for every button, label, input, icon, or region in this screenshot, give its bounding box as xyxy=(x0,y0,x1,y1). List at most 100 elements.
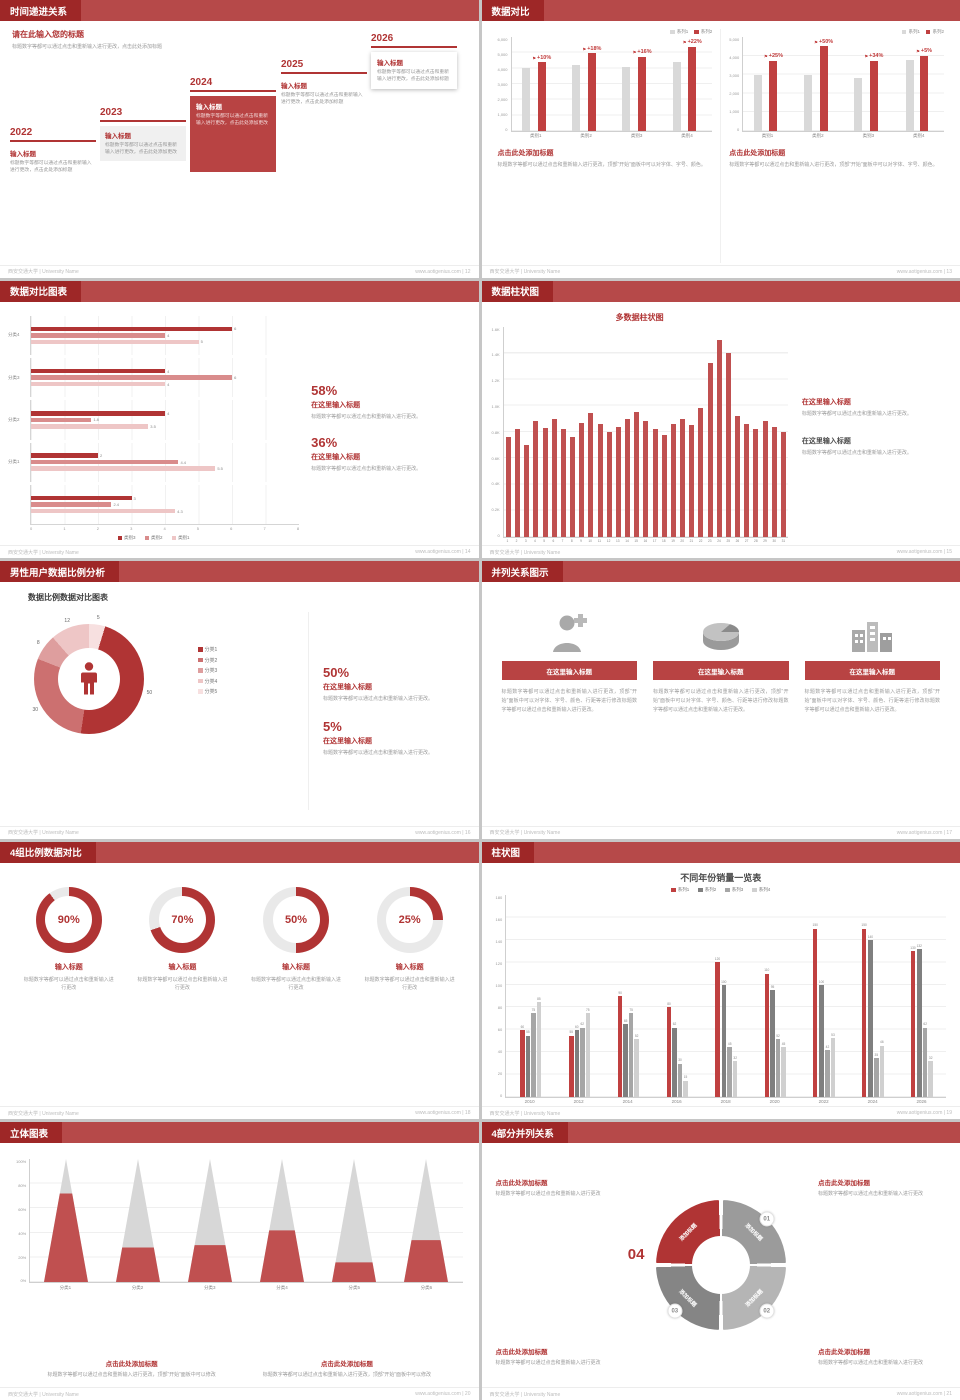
bar-wrap xyxy=(505,327,511,538)
bar-row: 4 xyxy=(31,333,299,338)
slide-13[interactable]: 数据对比 系列1 系列2 6,000 5,000 4,000 3,000 2,000 1,… xyxy=(481,0,960,278)
slide-title: 4部分并列关系 xyxy=(481,1122,568,1144)
pie-3d-icon xyxy=(702,623,739,651)
value-label: 3 xyxy=(133,495,136,501)
bar-group: 90 65 75 52 xyxy=(604,895,653,1098)
footer-university: 西安交通大学 | University Name xyxy=(8,269,79,276)
stat-block: 36% 在这里输入标题 标题数字等都可以通过点击和重新输入进行更改。 xyxy=(311,435,468,473)
bar-wrap: 120 xyxy=(715,895,720,1098)
bar-wrap: 55 xyxy=(525,895,531,1098)
bar xyxy=(531,1012,536,1098)
stat-label: 在这里输入标题 xyxy=(311,454,361,462)
slide-15[interactable]: 数据柱状图 多数据柱状图 1.6K 1.4K 1.2K 1.0K 0.8K 0.6K 0.4… xyxy=(481,280,960,559)
slide-12[interactable]: 时间递进关系 请在此输入您的标题 标题数字等都可以通过点击和重新输入进行更改，点… xyxy=(0,0,479,278)
bar-stack: 2 4.4 5.5 xyxy=(30,442,300,482)
swatch xyxy=(117,535,123,541)
axis-tick: 3 xyxy=(130,526,133,532)
bar xyxy=(579,422,585,538)
stat-value: 5% xyxy=(323,718,342,734)
timeline-year: 2025 xyxy=(281,59,304,70)
legend-item: 系列2 xyxy=(925,29,944,35)
value-label: 150 xyxy=(812,923,818,928)
parallel-column: 在这里输入标题 标题数字等都可以通过点击和重新输入进行更改，顶部“开始”面板中可… xyxy=(653,606,789,818)
stat-label: 在这里输入标题 xyxy=(801,399,851,407)
value-label: 5.5 xyxy=(217,466,223,472)
slide-16[interactable]: 男性用户数据比例分析 数据比例数据对比图表 5 50 30 8 12 分类1 分类2 分类3… xyxy=(0,561,479,839)
flag-icon: ⚑ xyxy=(582,46,587,52)
ring-value: 70% xyxy=(158,896,206,944)
axis-tick: 0 xyxy=(737,127,740,132)
bar-row: 1.8 xyxy=(31,417,299,422)
timeline-divider xyxy=(100,120,186,122)
bar xyxy=(525,1035,531,1098)
slide-21[interactable]: 4部分并列关系 添加标题 添加标题 添加标题 添加标题 01 02 03 04 点击此处添加标… xyxy=(481,1122,960,1400)
ring-text: 标题数字等都可以通过点击和重新输入进行更改 xyxy=(23,976,114,992)
bar-wrap xyxy=(625,327,631,538)
value-label: 2.4 xyxy=(113,502,119,507)
value-label: 6 xyxy=(234,326,237,332)
value-label: 60 xyxy=(520,1024,525,1029)
bar xyxy=(514,429,520,538)
timeline-item-text: 标题数字等都可以通过点击和重新输入进行更改，点击此处添加标题 xyxy=(377,70,449,83)
axis-tick: 2 xyxy=(96,526,99,532)
stat-value: 50% xyxy=(323,664,350,680)
axis-tick: 分类2 xyxy=(131,1285,144,1291)
cone-chart: 100% 80% 60% 40% 20% 0% 分类1 分类2 分类3 分类4 分类5 分类6 xyxy=(16,1159,463,1291)
axis-tick: 2026 xyxy=(916,1099,927,1105)
bar xyxy=(31,411,166,416)
bar-group: 分类4 6 4 5 xyxy=(8,315,300,355)
flag-icon: ⚑ xyxy=(682,40,687,46)
value-label: 4 xyxy=(167,381,170,387)
timeline-item-text: 标题数字等都可以通过点击和重新输入进行更改，点击此处添加更改 xyxy=(105,143,177,156)
axis-tick: 4 xyxy=(163,526,166,532)
footer-university: 西安交通大学 | University Name xyxy=(489,1391,561,1398)
value-label: 6 xyxy=(234,375,237,381)
value-label: 140 xyxy=(867,934,874,939)
legend-item: 分类4 xyxy=(198,678,217,685)
y-axis: 100% 80% 60% 40% 20% 0% xyxy=(16,1159,29,1283)
slide-title: 数据柱状图 xyxy=(481,280,554,302)
ring-label: 输入标题 xyxy=(282,963,311,971)
bar xyxy=(830,1037,836,1098)
axis-tick: 24 xyxy=(717,539,721,544)
bar-wrap xyxy=(672,37,681,131)
bar-wrap: 32 xyxy=(732,895,738,1098)
bar xyxy=(762,421,768,538)
progress-ring: 90% xyxy=(35,886,102,953)
slide-title: 立体图表 xyxy=(0,1122,63,1144)
bar xyxy=(775,1038,781,1098)
slide-18[interactable]: 4组比例数据对比 90% 输入标题 标题数字等都可以通过点击和重新输入进行更改 … xyxy=(0,841,479,1120)
cone-plot xyxy=(29,1159,463,1284)
bar-wrap: 45 xyxy=(781,895,786,1098)
bar-group xyxy=(586,327,595,538)
slide-14[interactable]: 数据对比图表 分类4 6 4 5 分类3 4 6 4 分类2 4 1.8 3.5 分类1 2 4.4 5.5 3… xyxy=(0,280,479,559)
plot-area: 60 55 75 85 55 60 62 75 90 65 75 52 80 62 30 15 120 100 45… xyxy=(505,894,946,1099)
axis-tick: 20 xyxy=(680,539,684,544)
bar xyxy=(585,1012,590,1098)
bar xyxy=(869,60,878,131)
axis-tick: 15 xyxy=(634,539,638,544)
value-label: 120 xyxy=(714,957,721,962)
axis-tick: 0 xyxy=(497,533,500,539)
bar-group xyxy=(770,327,779,538)
bar-wrap xyxy=(771,327,777,538)
bar xyxy=(698,408,704,538)
number-badge: 02 xyxy=(759,1303,775,1319)
bar xyxy=(606,431,612,538)
swatch xyxy=(698,887,703,893)
axis-tick: 类别4 xyxy=(913,133,925,138)
slide-title: 男性用户数据比例分析 xyxy=(0,561,120,583)
slide-17[interactable]: 并列关系图示 在这里输入标题 标题数字等都可以通过点击和重新输入进行更改，顶部“… xyxy=(481,561,960,839)
caption-title: 点击此处添加标题 xyxy=(497,150,554,157)
slide-20[interactable]: 立体图表 100% 80% 60% 40% 20% 0% 分类1 分类2 分类3 分类4 分类5 分… xyxy=(0,1122,479,1400)
stat-block: 50% 在这里输入标题 标题数字等都可以通过点击和重新输入进行更改。 xyxy=(323,665,469,703)
title-banner: 在这里输入标题 xyxy=(501,661,637,681)
bar xyxy=(780,431,786,538)
slide-footer: 西安交通大学 | University Name www.aotigenius.c… xyxy=(0,545,479,558)
note-text: 标题数字等都可以通过点击和重新输入进行更改 xyxy=(818,1191,924,1198)
slide-19[interactable]: 柱状图 不同年份销量一览表 系列1 系列2 系列3 系列4 180 160 140 1… xyxy=(481,841,960,1120)
bar xyxy=(769,60,778,131)
axis-tick: 4,000 xyxy=(729,55,740,60)
bar-group xyxy=(632,327,641,538)
axis-tick: 类别1 xyxy=(529,133,542,138)
